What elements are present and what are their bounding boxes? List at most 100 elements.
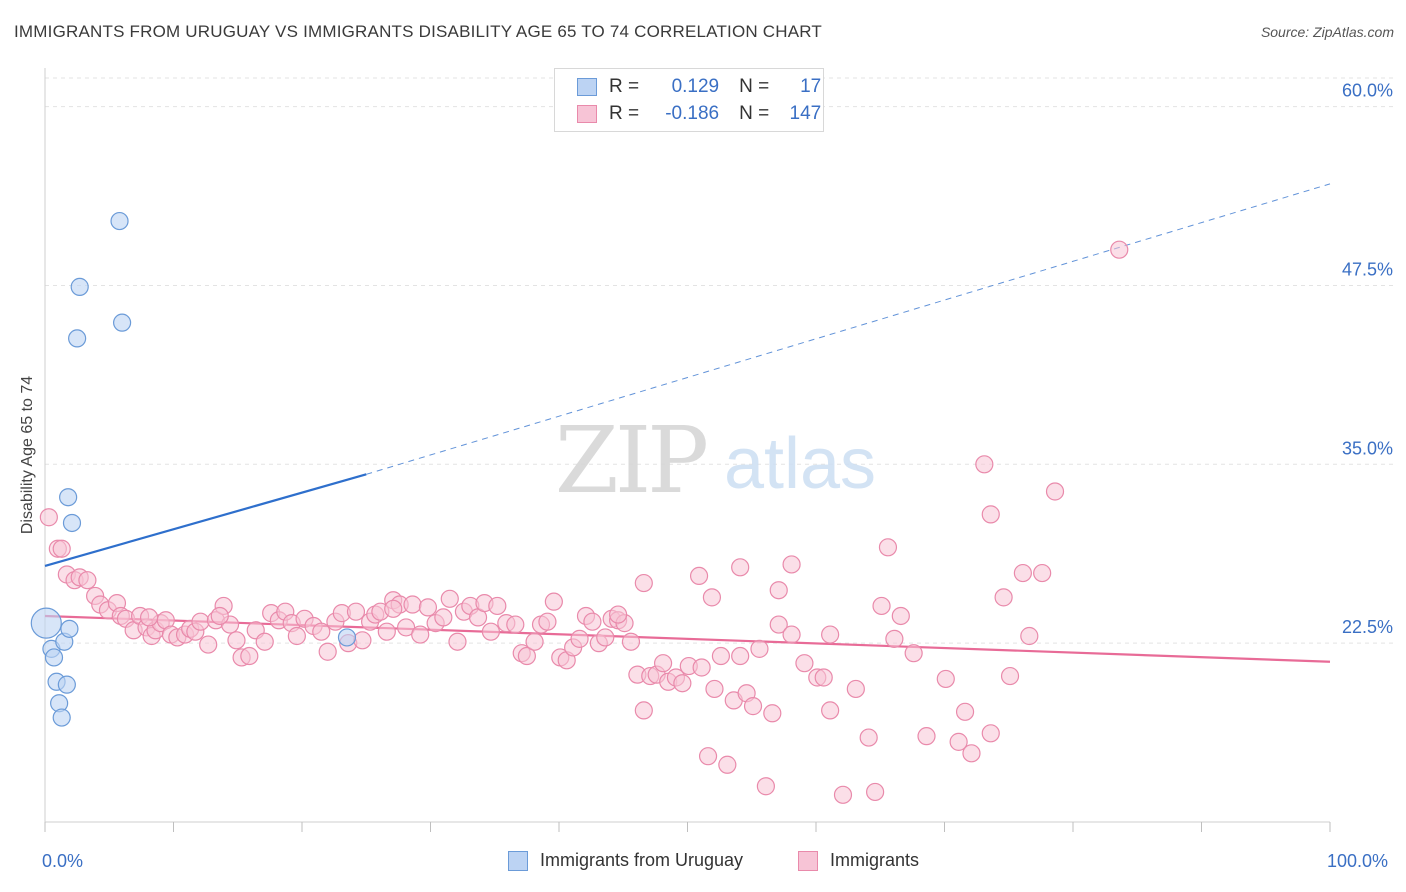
data-point-immigrants [673, 674, 692, 693]
data-point-immigrants [139, 608, 159, 627]
data-point-immigrants [570, 629, 589, 648]
data-point-immigrants [583, 612, 602, 631]
data-point-immigrants [377, 622, 396, 641]
data-point-immigrants [517, 646, 536, 666]
data-point-immigrants [1045, 482, 1065, 501]
data-point-immigrants [718, 755, 737, 774]
bottom-legend-immigrants: Immigrants [798, 850, 919, 871]
data-point-uruguay [337, 628, 357, 647]
data-point-immigrants [949, 732, 968, 751]
data-point-immigrants [821, 625, 840, 644]
watermark: ZIP atlas [555, 407, 876, 514]
data-point-immigrants [191, 612, 210, 631]
data-point-immigrants [885, 629, 904, 648]
grid-lines [45, 77, 1395, 644]
data-point-immigrants [891, 606, 910, 626]
data-point-immigrants [859, 728, 878, 747]
data-point-immigrants [544, 592, 563, 611]
data-point-immigrants [255, 632, 274, 651]
data-point-immigrants [318, 642, 337, 661]
data-point-immigrants [481, 622, 500, 641]
data-point-immigrants [731, 558, 750, 577]
legend-n-label: N = [739, 76, 770, 97]
legend-row-uruguay: R = 0.129 N = 17 [577, 75, 821, 99]
data-point-immigrants [634, 701, 653, 720]
data-point-immigrants [346, 602, 366, 621]
series-immigrants-from-uruguay [30, 211, 357, 727]
y-tick-label: 47.5% [1342, 259, 1393, 279]
y-tick-labels: 22.5% 35.0% 47.5% 60.0% [1342, 81, 1393, 638]
data-point-immigrants [448, 632, 467, 651]
legend-n-value: 147 [789, 103, 822, 124]
data-point-immigrants [199, 635, 218, 654]
data-point-immigrants [621, 632, 641, 651]
data-point-immigrants [538, 612, 557, 631]
data-point-immigrants [782, 555, 801, 574]
y-axis-label: Disability Age 65 to 74 [19, 375, 36, 535]
data-point-immigrants [814, 668, 833, 687]
watermark-atlas: atlas [724, 424, 876, 504]
data-point-immigrants [833, 785, 853, 804]
watermark-zip: ZIP [555, 407, 706, 514]
data-point-immigrants [994, 588, 1013, 607]
data-point-immigrants [763, 704, 782, 723]
data-point-immigrants [403, 595, 422, 614]
data-point-immigrants [488, 596, 507, 616]
data-point-immigrants [705, 679, 724, 699]
trend-line-uruguay [44, 473, 367, 567]
data-point-immigrants [878, 538, 898, 557]
legend-r-label: R = [609, 103, 640, 124]
y-tick-label: 35.0% [1342, 438, 1393, 458]
data-point-immigrants [312, 622, 331, 641]
data-point-immigrants [78, 571, 97, 590]
bottom-legend-label: Immigrants [830, 850, 920, 870]
data-point-uruguay [70, 277, 89, 296]
data-point-immigrants [434, 608, 453, 627]
data-point-immigrants [506, 615, 525, 634]
data-point-uruguay [44, 648, 64, 667]
trend-line-uruguay-extension [366, 183, 1331, 475]
data-point-immigrants [981, 724, 1000, 743]
legend-swatch-pink [577, 105, 597, 123]
data-point-immigrants [210, 606, 229, 626]
data-point-immigrants [750, 639, 769, 658]
data-point-immigrants [609, 605, 628, 624]
data-point-immigrants [353, 631, 372, 650]
data-point-immigrants [653, 654, 673, 673]
data-point-uruguay [68, 329, 87, 348]
x-tick-label-min: 0.0% [42, 851, 84, 871]
bottom-legend-swatch-blue [508, 850, 528, 871]
legend-r-value: -0.186 [665, 103, 720, 124]
data-point-immigrants [955, 702, 975, 721]
data-point-immigrants [596, 628, 615, 647]
data-point-immigrants [689, 566, 709, 586]
data-point-immigrants [872, 596, 891, 616]
legend-row-immigrants: R = -0.186 N = 147 [577, 102, 821, 126]
data-point-immigrants [396, 618, 416, 637]
legend-n-label: N = [739, 103, 770, 124]
data-point-immigrants [936, 669, 955, 689]
data-point-immigrants [692, 658, 711, 677]
data-point-immigrants [1020, 626, 1039, 646]
data-point-immigrants [525, 632, 544, 651]
series-immigrants [39, 240, 1129, 804]
data-point-immigrants [1033, 563, 1052, 583]
data-point-immigrants [698, 747, 718, 766]
data-point-immigrants [821, 701, 840, 720]
data-point-immigrants [1110, 240, 1129, 259]
data-point-immigrants [1013, 563, 1032, 583]
data-point-immigrants [52, 539, 71, 558]
data-point-immigrants [795, 654, 814, 673]
data-point-uruguay [60, 619, 79, 638]
legend-n-value: 17 [800, 76, 822, 97]
bottom-legend-uruguay: Immigrants from Uruguay [508, 850, 743, 871]
data-point-immigrants [743, 697, 763, 716]
data-point-immigrants [384, 599, 403, 618]
bottom-legend-label: Immigrants from Uruguay [540, 850, 744, 870]
bottom-legend-swatch-pink [798, 850, 818, 871]
data-point-immigrants [440, 589, 459, 608]
chart-source: Source: ZipAtlas.com [1260, 24, 1394, 40]
data-point-immigrants [917, 727, 936, 746]
data-point-immigrants [418, 598, 438, 617]
